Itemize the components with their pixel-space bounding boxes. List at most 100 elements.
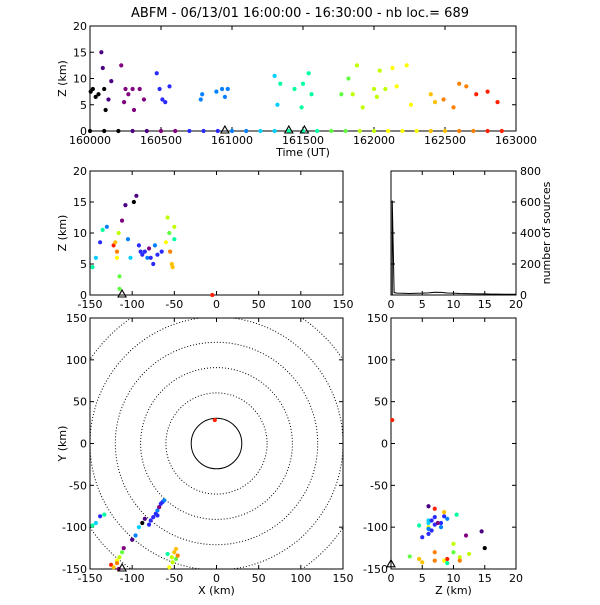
ground-point bbox=[414, 128, 419, 134]
data-point bbox=[374, 94, 379, 99]
x_z-points bbox=[90, 193, 215, 298]
z_y-frame bbox=[390, 317, 517, 570]
data-point bbox=[165, 215, 170, 220]
ground-point bbox=[386, 128, 391, 134]
data-point bbox=[404, 63, 409, 68]
z_y-xtick-label: 10 bbox=[447, 572, 461, 585]
data-point bbox=[93, 255, 99, 260]
data-point bbox=[429, 528, 434, 533]
time_height-xtick-label: 160500 bbox=[140, 134, 182, 147]
data-point bbox=[151, 261, 156, 267]
data-point bbox=[111, 565, 116, 570]
x_y-ytick-label: 0 bbox=[80, 438, 87, 451]
data-point bbox=[117, 274, 122, 279]
data-point bbox=[130, 537, 135, 542]
ground-point bbox=[229, 128, 235, 134]
x_z-xtick-label: 50 bbox=[252, 298, 266, 311]
data-point bbox=[100, 227, 105, 232]
data-point bbox=[151, 515, 156, 520]
data-point bbox=[140, 252, 145, 257]
data-point bbox=[148, 518, 153, 523]
station-marker bbox=[283, 124, 294, 134]
z_y-xtick-label: 15 bbox=[478, 572, 492, 585]
x_z-panel: -150 -100 -50 0 50 100 150 0 5 10 15 20 Z (km) bbox=[56, 165, 354, 311]
ground-point bbox=[286, 128, 291, 134]
data-point bbox=[106, 97, 111, 102]
histogram-ytick-label: 600 bbox=[520, 196, 541, 209]
data-point bbox=[109, 79, 114, 84]
z_y-xtick-label: 0 bbox=[388, 572, 395, 585]
ground-point bbox=[499, 128, 504, 134]
data-point bbox=[438, 525, 444, 530]
time_height-ytick-label: 10 bbox=[73, 73, 87, 86]
x_z-ytick-label: 10 bbox=[73, 227, 87, 240]
data-point bbox=[142, 249, 147, 254]
data-point bbox=[346, 76, 351, 81]
data-point bbox=[428, 92, 433, 97]
data-point bbox=[225, 86, 230, 92]
data-point bbox=[408, 102, 414, 107]
station-marker bbox=[219, 124, 230, 134]
z_y-xtick-label: 5 bbox=[419, 572, 426, 585]
ground-point bbox=[116, 128, 121, 134]
data-point bbox=[98, 514, 103, 519]
data-point bbox=[167, 230, 172, 236]
x_z-xtick-label: -150 bbox=[78, 298, 103, 311]
x_z-xtick-label: -100 bbox=[120, 298, 145, 311]
data-point bbox=[162, 498, 167, 503]
data-point bbox=[146, 522, 152, 527]
data-point bbox=[445, 561, 450, 566]
panels-layer: 160000 160500 161000 161500 162000 162500 1630… bbox=[56, 20, 553, 597]
ground-point bbox=[201, 128, 206, 134]
data-point bbox=[435, 520, 440, 526]
data-point bbox=[114, 249, 120, 254]
data-point bbox=[371, 86, 377, 92]
data-point bbox=[360, 105, 365, 110]
range-ring bbox=[114, 341, 319, 546]
data-point bbox=[155, 508, 160, 513]
data-point bbox=[163, 240, 168, 245]
ground-point bbox=[173, 128, 178, 134]
x_y-ytick-label: 100 bbox=[66, 354, 87, 367]
data-point bbox=[482, 545, 487, 551]
x_y-points bbox=[90, 417, 217, 572]
z_y-ytick-label: 150 bbox=[367, 312, 388, 325]
time_height-ytick-label: 0 bbox=[80, 125, 87, 138]
data-point bbox=[119, 550, 125, 555]
x_y-xtick-label: 100 bbox=[290, 572, 311, 585]
ground-point bbox=[215, 128, 220, 134]
data-point bbox=[126, 92, 131, 97]
data-point bbox=[463, 533, 469, 538]
x_z-ytick-label: 5 bbox=[80, 258, 87, 271]
data-point bbox=[155, 252, 160, 257]
data-point bbox=[138, 249, 143, 254]
data-point bbox=[98, 240, 103, 245]
ground-point bbox=[329, 128, 334, 134]
time_height-panel: 160000 160500 161000 161500 162000 162500 1630… bbox=[56, 20, 537, 159]
data-point bbox=[457, 81, 462, 86]
data-point bbox=[441, 97, 446, 102]
station-marker bbox=[386, 558, 396, 568]
x_y-panel: -150 -100 -50 0 50 100 150 -150 -100 -50 0 50 100 150… bbox=[56, 312, 354, 597]
data-point bbox=[457, 555, 462, 560]
z_y-xlabel: Z (km) bbox=[435, 584, 472, 597]
ground-point bbox=[130, 128, 135, 134]
data-point bbox=[119, 218, 125, 223]
x_y-frame bbox=[89, 317, 344, 570]
data-point bbox=[99, 50, 104, 55]
figure-title: ABFM - 06/13/01 16:00:00 - 16:30:00 - nb… bbox=[131, 6, 469, 21]
x_y-ytick-label: -150 bbox=[62, 563, 87, 576]
data-point bbox=[306, 71, 311, 76]
data-point bbox=[426, 531, 431, 536]
data-point bbox=[154, 71, 159, 76]
data-point bbox=[157, 86, 162, 92]
range-ring bbox=[165, 392, 268, 495]
x_y-ytick-label: -100 bbox=[62, 521, 87, 534]
ground-point bbox=[315, 128, 320, 134]
x_z-xtick-label: 0 bbox=[213, 298, 220, 311]
data-point bbox=[131, 199, 136, 205]
data-point bbox=[442, 514, 447, 519]
data-point bbox=[394, 84, 399, 89]
